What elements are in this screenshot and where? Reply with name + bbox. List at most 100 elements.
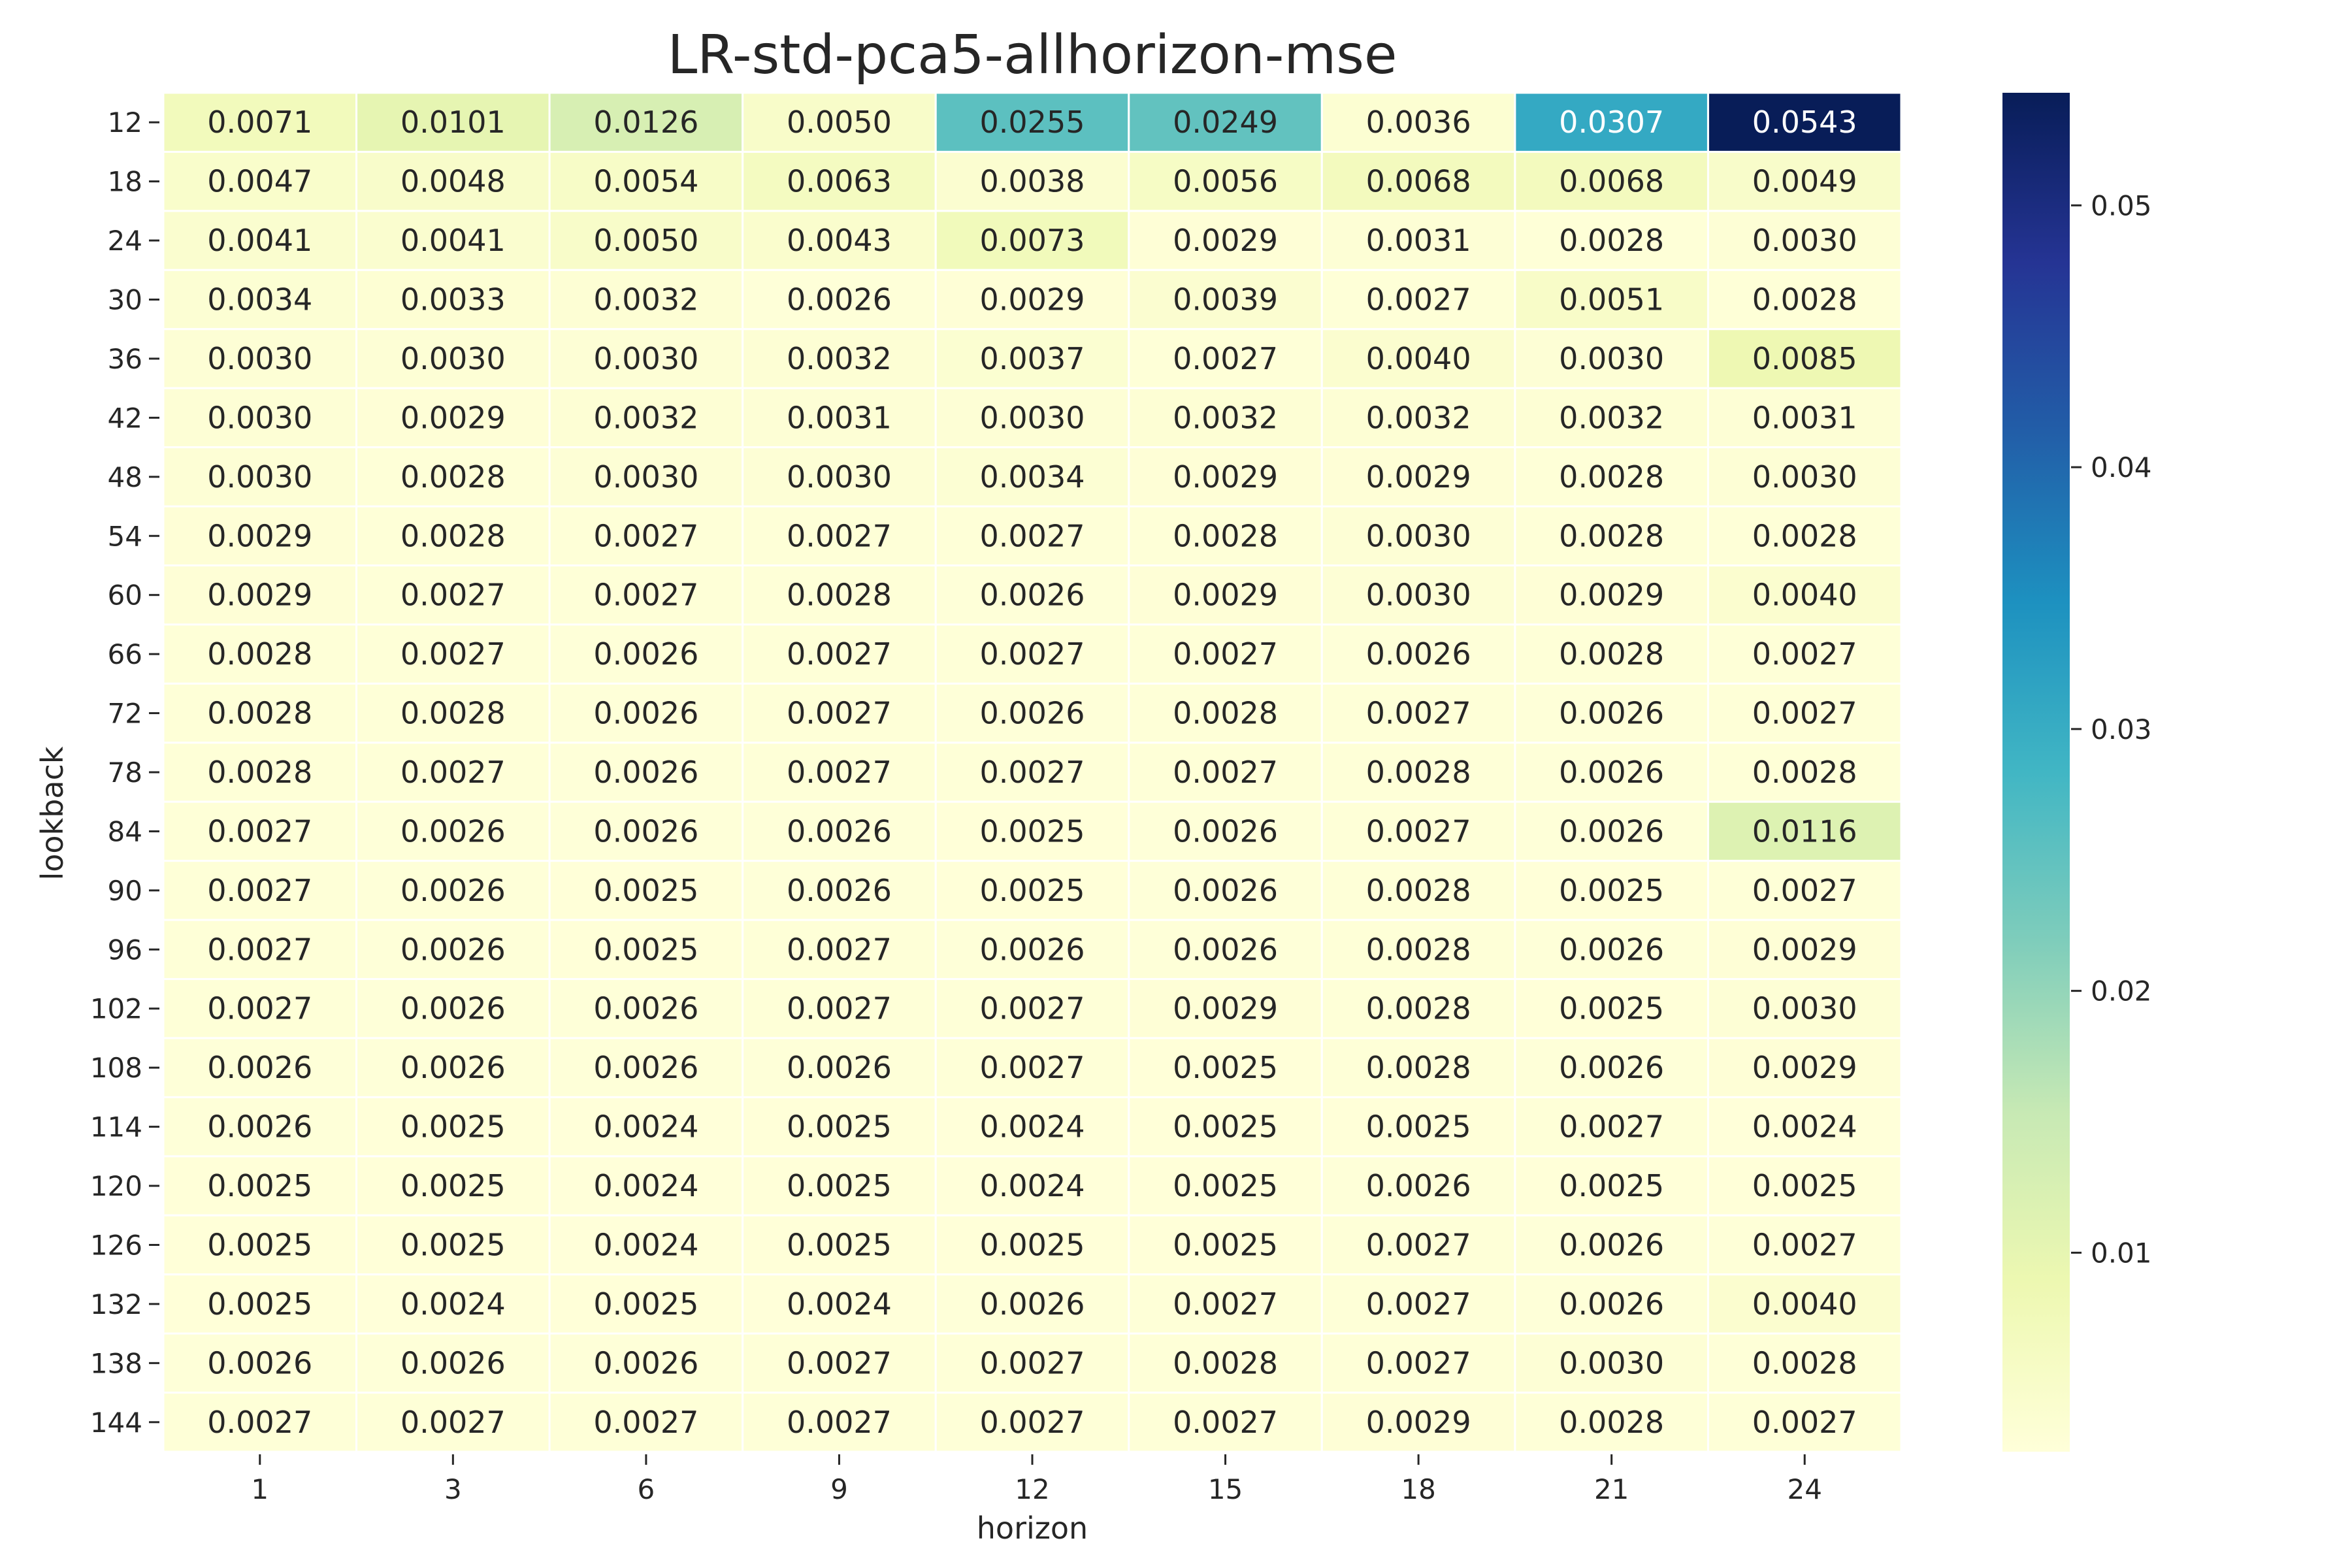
heatmap-cell [1707,623,1903,685]
heatmap-cell [934,1214,1130,1276]
cell-value-label: 0.0026 [207,1109,312,1145]
x-axis-ticks: 1 3 6 9 12 15 18 21 24 [251,1454,1822,1505]
y-tick-label: 48 [108,461,142,493]
cell-value-label: 0.0028 [1752,755,1857,790]
cell-value-label: 0.0071 [207,105,312,140]
y-tick-label: 102 [90,993,142,1025]
cell-value-label: 0.0028 [207,755,312,790]
heatmap-cell [934,860,1130,921]
y-tick-label: 36 [108,343,142,375]
cell-value-label: 0.0026 [593,755,698,790]
heatmap-cell [742,860,937,921]
heatmap-cell [1707,1155,1903,1217]
x-tick-label: 6 [638,1473,655,1505]
cell-value-label: 0.0033 [400,282,506,318]
y-tick-label: 54 [108,520,142,552]
cell-value-label: 0.0029 [1173,578,1278,613]
heatmap-cell [1320,1037,1516,1098]
x-tick-label: 21 [1594,1473,1629,1505]
heatmap-cell [548,623,744,685]
heatmap-cells: 0.0071 0.0101 0.0126 0.0050 0.0255 0.0249 0.00… [162,91,1903,1453]
y-axis-label: lookback [35,746,70,880]
cell-value-label: 0.0063 [787,164,892,199]
heatmap-cell [162,1392,358,1453]
cell-value-label: 0.0026 [980,696,1085,731]
cell-value-label: 0.0028 [400,518,506,553]
cell-value-label: 0.0028 [1752,518,1857,553]
heatmap-cell [355,269,551,331]
cell-value-label: 0.0026 [1173,932,1278,967]
cell-value-label: 0.0025 [593,932,698,967]
cell-value-label: 0.0040 [1752,1286,1857,1322]
cell-value-label: 0.0025 [1559,873,1664,908]
cell-value-label: 0.0026 [1173,813,1278,849]
heatmap-cell [548,742,744,803]
heatmap-cell [162,387,358,449]
heatmap-cell [742,623,937,685]
heatmap-cell [1514,682,1709,744]
cell-value-label: 0.0024 [593,1109,698,1145]
cell-value-label: 0.0028 [1559,518,1664,553]
y-tick-label: 108 [90,1052,142,1084]
colorbar-tick-label: 0.05 [2091,189,2152,221]
cell-value-label: 0.0030 [593,459,698,495]
cell-value-label: 0.0026 [1559,932,1664,967]
heatmap-cell [1128,860,1323,921]
heatmap-cell [742,800,937,862]
heatmap-cell [742,978,937,1039]
cell-value-label: 0.0027 [207,991,312,1026]
cell-value-label: 0.0027 [980,755,1085,790]
heatmap-cell [1707,1214,1903,1276]
heatmap-cell [162,210,358,271]
heatmap-cell [1707,919,1903,981]
heatmap-cell [1514,800,1709,862]
cell-value-label: 0.0028 [1559,459,1664,495]
cell-value-label: 0.0024 [787,1286,892,1322]
heatmap-cell [1707,269,1903,331]
cell-value-label: 0.0034 [980,459,1085,495]
y-tick-label: 42 [108,402,142,434]
cell-value-label: 0.0027 [787,991,892,1026]
cell-value-label: 0.0027 [787,1345,892,1380]
cell-value-label: 0.0025 [400,1227,506,1262]
cell-value-label: 0.0039 [1173,282,1278,318]
y-tick-label: 132 [90,1288,142,1320]
cell-value-label: 0.0026 [593,1345,698,1380]
cell-value-label: 0.0029 [1559,578,1664,613]
y-tick-label: 78 [108,757,142,789]
cell-value-label: 0.0032 [593,400,698,435]
cell-value-label: 0.0026 [787,1050,892,1085]
y-tick-label: 138 [90,1347,142,1379]
cell-value-label: 0.0028 [1366,755,1471,790]
cell-value-label: 0.0543 [1752,105,1857,140]
cell-value-label: 0.0027 [400,1405,506,1440]
heatmap-cell [1514,742,1709,803]
heatmap-cell [162,623,358,685]
cell-value-label: 0.0027 [980,1050,1085,1085]
heatmap-cell [1707,1273,1903,1335]
cell-value-label: 0.0027 [787,518,892,553]
heatmap-cell [1128,682,1323,744]
cell-value-label: 0.0030 [1559,1345,1664,1380]
cell-value-label: 0.0027 [593,518,698,553]
y-tick-label: 126 [90,1229,142,1261]
cell-value-label: 0.0027 [1366,1227,1471,1262]
cell-value-label: 0.0026 [787,873,892,908]
cell-value-label: 0.0027 [1173,1405,1278,1440]
heatmap-cell [355,1392,551,1453]
cell-value-label: 0.0025 [1173,1168,1278,1203]
cell-value-label: 0.0025 [400,1168,506,1203]
cell-value-label: 0.0029 [1752,1050,1857,1085]
heatmap-cell [162,505,358,566]
heatmap-cell [1707,682,1903,744]
cell-value-label: 0.0027 [207,873,312,908]
heatmap-cell [1514,1037,1709,1098]
x-tick-label: 24 [1787,1473,1821,1505]
cell-value-label: 0.0027 [1173,755,1278,790]
cell-value-label: 0.0027 [1173,636,1278,672]
heatmap-cell [355,91,551,153]
cell-value-label: 0.0027 [1366,282,1471,318]
heatmap-cell [1320,978,1516,1039]
heatmap-cell [548,860,744,921]
cell-value-label: 0.0024 [980,1168,1085,1203]
